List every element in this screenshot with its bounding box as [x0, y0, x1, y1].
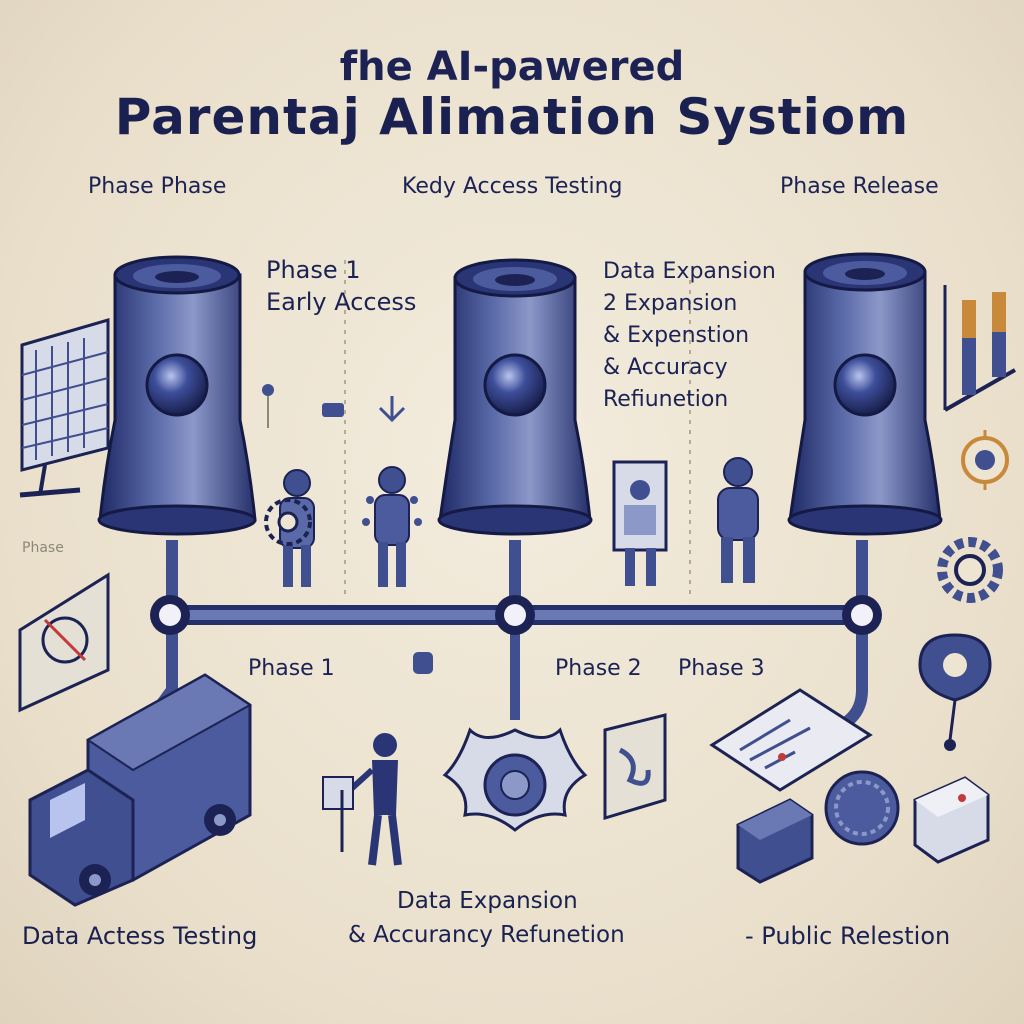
top-label-left: Phase Phase: [88, 174, 227, 199]
timeline-node-3: [842, 595, 882, 635]
person-icon: [322, 733, 402, 866]
person-icon: [362, 466, 422, 587]
bottom-label-right: - Public Relestion: [745, 922, 951, 950]
tower-label-middle-line-5: Refiunetion: [603, 387, 729, 412]
tower-label-left-line-1: Phase 1: [266, 256, 361, 284]
page-title: Parentaj Alimation Systiom: [114, 88, 910, 146]
timeline-node-1: [150, 595, 190, 635]
tower-label-middle-line-3: & Expenstion: [603, 323, 750, 348]
bottom-label-left: Data Actess Testing: [22, 922, 258, 950]
box-icon: [913, 776, 990, 864]
tower-label-middle-line-4: & Accuracy: [603, 355, 728, 380]
title-line-1: fhe AI-pawered: [339, 44, 685, 90]
truck-icon: [28, 673, 252, 907]
gear-icon: [937, 537, 1003, 603]
timeline-node-2: [495, 595, 535, 635]
top-label-middle: Kedy Access Testing: [402, 174, 623, 199]
chart-icon: [943, 285, 1016, 412]
top-label-right: Phase Relеase: [780, 174, 939, 199]
small-icons: [262, 384, 406, 428]
tower-label-middle-line-2: 2 Expansion: [603, 291, 738, 316]
target-icon: [961, 430, 1009, 490]
blueprint-icon: [709, 688, 873, 792]
clock-chart-icon: [824, 770, 900, 846]
tower-label-left-line-2: Early Access: [266, 288, 417, 316]
gear-icon: [264, 498, 312, 546]
bottom-label-middle-line-2: & Accurancy Refunetion: [348, 922, 625, 948]
phase-label-3: Phase 3: [678, 656, 765, 681]
tower-label-middle-line-1: Data Expansion: [603, 259, 776, 284]
bottom-label-middle-line-1: Data Expansion: [397, 888, 578, 914]
calendar-board-icon: [19, 318, 110, 498]
camera-tower-icon: [97, 255, 257, 536]
phase-label-1: Phase 1: [248, 656, 335, 681]
map-icon: [18, 572, 110, 713]
camera-tower-icon: [787, 252, 943, 536]
lamp-icon: [413, 652, 433, 674]
phase-label-2: Phase 2: [555, 656, 642, 681]
side-label: Phase: [22, 540, 64, 556]
portrait-frame-icon: [612, 460, 668, 586]
box-icon: [736, 798, 814, 884]
document-icon: [603, 713, 667, 821]
location-pin-icon: [918, 633, 992, 751]
camera-tower-icon: [437, 258, 593, 536]
flower-gear-icon: [442, 727, 588, 832]
person-icon: [717, 457, 759, 583]
